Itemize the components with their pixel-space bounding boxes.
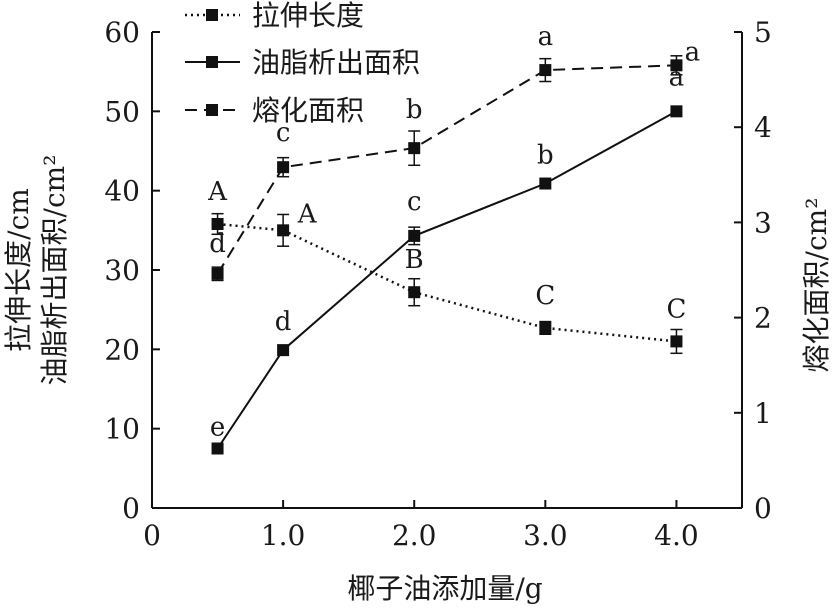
significance-label-oil-leakage: e [210, 413, 225, 443]
data-point-melt-area [408, 142, 421, 155]
x-axis-title: 椰子油添加量/g [347, 572, 542, 605]
x-tick-label: 0 [143, 519, 161, 552]
significance-label-oil-leakage: c [407, 187, 422, 217]
data-point-oil-leakage [408, 229, 421, 242]
significance-label-tensile: C [535, 281, 555, 311]
data-point-melt-area [670, 59, 683, 72]
significance-label-melt-area: d [209, 229, 226, 259]
legend: 拉伸长度 油脂析出面积 熔化面积 [185, 0, 420, 127]
data-point-tensile [211, 217, 224, 230]
data-point-melt-area [539, 64, 552, 77]
data-point-tensile [670, 335, 683, 348]
y-right-tick-label: 3 [754, 206, 772, 239]
data-point-oil-leakage [277, 344, 290, 357]
legend-marker-melt-area [206, 104, 218, 116]
y-axis-left-title-line1: 拉伸长度/cm [2, 188, 35, 352]
legend-item-melt-area: 熔化面积 [185, 94, 364, 127]
significance-label-melt-area: c [276, 118, 291, 148]
y-left-tick-label: 40 [104, 175, 140, 208]
significance-label-tensile: A [207, 177, 228, 207]
legend-label-melt-area: 熔化面积 [252, 94, 364, 127]
y-right-tick-label: 5 [754, 16, 772, 49]
data-point-tensile [539, 321, 552, 334]
data-point-oil-leakage [211, 442, 224, 455]
legend-label-tensile: 拉伸长度 [252, 0, 364, 32]
y-right-tick-label: 0 [754, 492, 772, 525]
significance-label-tensile: B [405, 245, 424, 275]
legend-marker-oil-leakage [206, 56, 218, 68]
significance-label-tensile: C [666, 294, 686, 324]
axes-layer: 0 1.0 2.0 3.0 4.0 0 10 20 30 40 50 60 0 1 2 3 4 5 [104, 16, 771, 552]
data-point-melt-area [277, 161, 290, 174]
y-left-tick-label: 50 [104, 95, 140, 128]
significance-label-oil-leakage: a [669, 62, 685, 92]
x-tick-label: 2.0 [392, 519, 437, 552]
significance-label-tensile: A [297, 199, 318, 229]
y-right-tick-label: 1 [754, 397, 772, 430]
y-axis-left-title-line2: 油脂析出面积/cm² [38, 155, 71, 386]
data-point-tensile [277, 224, 290, 237]
data-point-oil-leakage [670, 105, 683, 118]
legend-marker-tensile [206, 9, 218, 21]
x-tick-label: 3.0 [523, 519, 568, 552]
y-left-tick-label: 0 [122, 492, 140, 525]
data-point-melt-area [211, 267, 224, 280]
significance-label-oil-leakage: d [275, 307, 292, 337]
y-left-tick-label: 10 [104, 413, 140, 446]
significance-label-melt-area: a [685, 37, 701, 67]
y-left-tick-label: 20 [104, 333, 140, 366]
y-left-tick-label: 30 [104, 254, 140, 287]
y-left-tick-label: 60 [104, 16, 140, 49]
significance-label-oil-leakage: b [537, 141, 554, 171]
significance-label-melt-area: b [406, 95, 423, 125]
x-tick-label: 1.0 [261, 519, 306, 552]
legend-label-oil-leakage: 油脂析出面积 [252, 46, 420, 79]
y-axis-right-title: 熔化面积/cm² [800, 198, 833, 373]
x-tick-label: 4.0 [654, 519, 699, 552]
significance-label-melt-area: a [538, 22, 554, 52]
y-right-tick-label: 2 [754, 302, 772, 335]
legend-item-tensile: 拉伸长度 [185, 0, 364, 32]
data-point-oil-leakage [539, 177, 552, 190]
legend-item-oil-leakage: 油脂析出面积 [185, 46, 420, 79]
series-layer [211, 55, 683, 455]
data-point-tensile [408, 286, 421, 299]
y-right-tick-label: 4 [754, 111, 772, 144]
